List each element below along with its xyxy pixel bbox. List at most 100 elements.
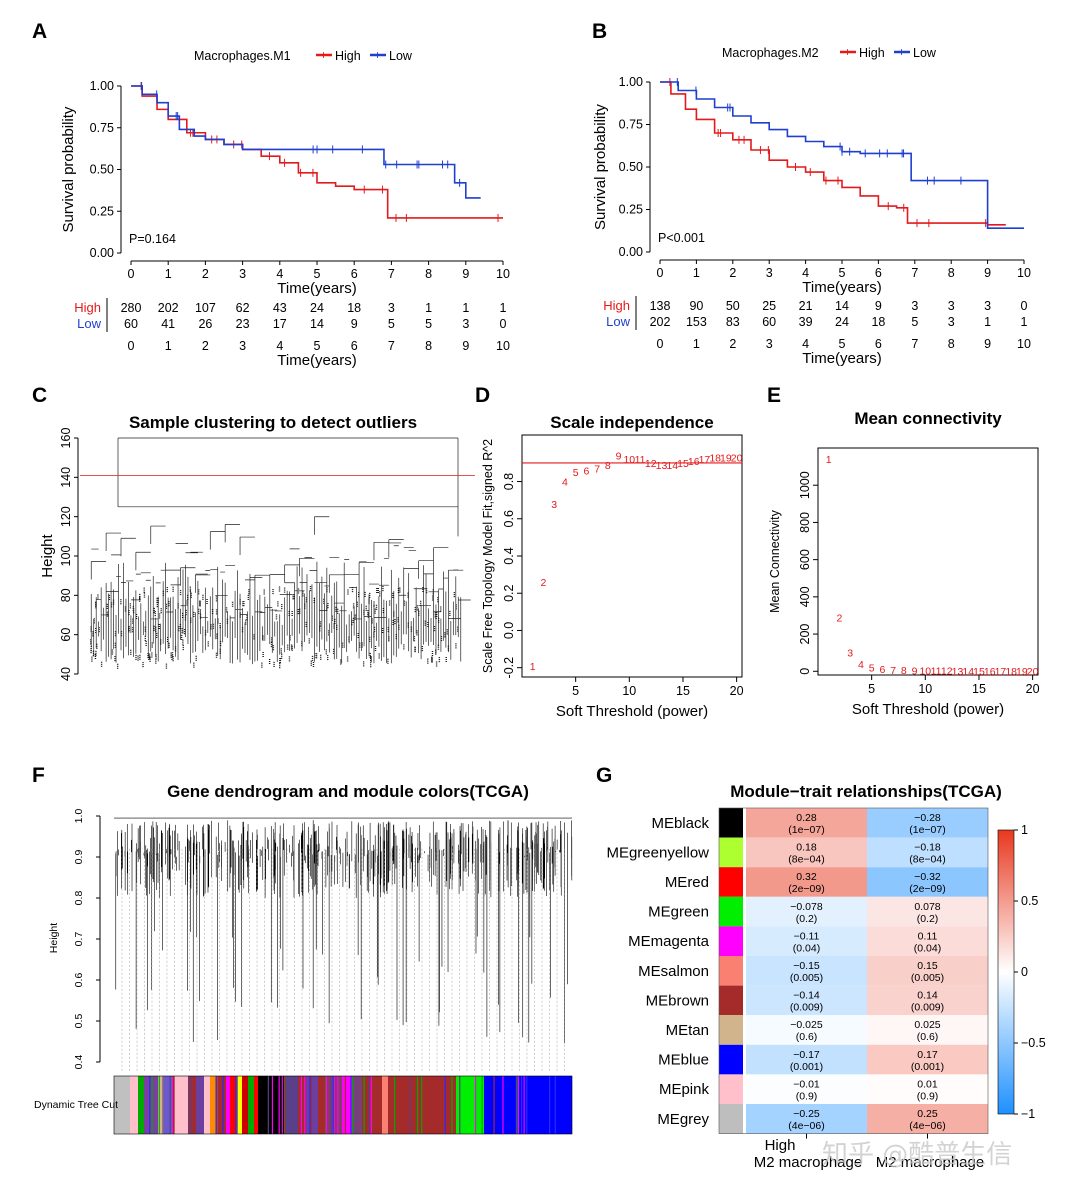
module-color-stripe [330,1076,332,1134]
module-color-stripe [493,1076,495,1134]
cell-pvalue: (8e−04) [909,854,945,866]
risk-x-axis-title: Time(years) [277,352,356,369]
x-tick-label: 10 [496,267,510,281]
y-tick-label: 400 [798,586,812,607]
module-color-stripe [191,1076,193,1134]
power-point: 11 [635,454,646,466]
power-point: 17 [699,454,711,466]
heatmap-frame [718,807,989,1134]
heatmap-cell [867,985,988,1016]
cell-correlation: −0.11 [794,930,820,942]
cell-correlation: −0.078 [790,901,823,913]
module-color-segment [196,1076,204,1134]
scale-tick-label: −1 [1021,1107,1035,1121]
module-color-segment [144,1076,158,1134]
y-tick-label: 1.00 [619,75,643,89]
module-swatch [719,1015,743,1045]
power-point: 3 [847,648,853,660]
cell-pvalue: (4e−06) [788,1120,824,1132]
cell-correlation: 0.17 [917,1049,938,1061]
module-color-stripe [409,1076,411,1134]
cell-correlation: 0.078 [914,901,940,913]
cell-pvalue: (0.2) [917,913,939,925]
scale-tick-label: 0 [1021,965,1028,979]
cell-pvalue: (0.04) [793,942,820,954]
module-color-segment [230,1076,236,1134]
risk-x-tick-label: 6 [875,337,882,351]
heatmap-cell [867,896,988,927]
risk-count: 14 [310,317,324,331]
heatmap-cell [867,926,988,956]
risk-count: 18 [871,315,885,329]
risk-row-label-low: Low [606,314,630,329]
y-tick-label: 0.25 [619,203,643,217]
y-tick-label: 0.25 [90,204,114,218]
power-point: 5 [573,467,579,479]
module-color-stripe [162,1076,164,1134]
module-color-stripe [526,1076,528,1134]
module-color-segment [210,1076,218,1134]
power-point: 6 [879,664,885,676]
module-label: MEmagenta [628,933,710,950]
panel-label-g: G [596,764,612,787]
title: Gene dendrogram and module colors(TCGA) [167,782,529,801]
power-point: 4 [562,477,568,489]
module-swatch [719,867,743,897]
cell-pvalue: (0.001) [790,1061,823,1073]
module-color-stripe [310,1076,312,1134]
cell-correlation: −0.28 [914,812,941,824]
y-tick-label: 1000 [798,471,812,499]
cell-pvalue: (0.9) [796,1090,818,1102]
module-color-stripe [517,1076,519,1134]
scale-tick-label: 0.5 [1021,894,1038,908]
module-color-stripe [337,1076,339,1134]
title: Sample clustering to detect outliers [129,413,417,432]
x-tick-label: 9 [984,266,991,280]
gene-dendrogram [114,817,573,1044]
x-axis-title: Soft Threshold (power) [556,703,708,720]
cell-correlation: −0.15 [793,960,820,972]
y-tick-label: 600 [798,549,812,570]
power-point: 20 [1027,666,1039,678]
module-color-stripe [235,1076,237,1134]
y-axis-title: Scale Free Topology Model Fit,signed R^2 [481,439,495,673]
power-point: 13 [952,666,964,678]
risk-x-tick-label: 2 [729,337,736,351]
panel-label-c: C [32,384,47,407]
y-tick-label: 1.00 [90,79,114,93]
cell-pvalue: (0.04) [914,942,941,954]
x-tick-label: 6 [351,267,358,281]
risk-x-axis-title: Time(years) [802,350,881,367]
cell-pvalue: (0.005) [911,972,944,984]
module-color-stripe [236,1076,238,1134]
risk-row-label-high: High [74,300,101,315]
y-tick-label: 0.8 [73,891,85,906]
risk-count: 9 [875,299,882,313]
x-tick-label: 6 [875,266,882,280]
cell-correlation: −0.25 [793,1108,820,1120]
module-color-segment [130,1076,138,1134]
watermark: 知乎 @酷普生信 [822,1140,1012,1170]
risk-count: 21 [799,299,813,313]
y-tick-label: 1.0 [73,809,85,824]
module-color-stripe [368,1076,370,1134]
title: Module−trait relationships(TCGA) [730,782,1002,801]
gene-dendrogram-plot: Gene dendrogram and module colors(TCGA) 0… [34,782,573,1135]
module-color-stripe [281,1076,283,1134]
risk-count: 107 [195,301,216,315]
module-swatch [719,1104,743,1134]
module-label: MEpink [659,1081,710,1098]
y-tick-label: 0.7 [73,932,85,947]
x-tick-label: 7 [911,266,918,280]
power-point: 18 [709,452,721,464]
x-axis-title: Time(years) [802,279,881,296]
risk-row-label-low: Low [77,316,101,331]
column-label-low: M2 macrophage [876,1154,984,1171]
risk-x-tick-label: 1 [693,337,700,351]
power-point: 3 [551,499,557,511]
panel-label-d: D [475,384,490,407]
heatmap-cell [746,956,867,986]
y-axis-title: Survival probability [60,106,77,232]
module-color-segment [204,1076,210,1134]
module-color-stripe [216,1076,218,1134]
